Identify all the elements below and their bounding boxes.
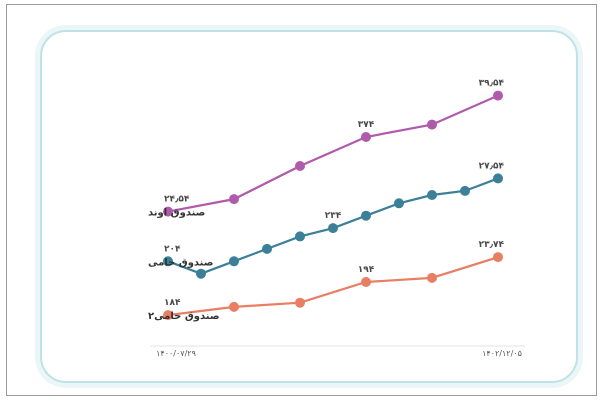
data-point xyxy=(328,223,338,234)
series-line xyxy=(167,256,499,317)
data-label: ۲۳٫۷۴ xyxy=(479,240,505,250)
series-group: ۱۸۴ ۱۹۴ ۲۳٫۷۴ صندوق حامی۲ xyxy=(148,240,504,322)
data-point xyxy=(295,231,305,242)
data-point xyxy=(361,132,371,142)
data-point xyxy=(460,185,470,196)
data-point xyxy=(196,268,206,279)
data-point xyxy=(493,173,503,184)
data-label: ۲۷٫۵۴ xyxy=(479,161,505,171)
x-tick-label-start: ۱۴۰۰/۰۷/۲۹ xyxy=(156,349,196,358)
data-point xyxy=(427,119,437,130)
data-point xyxy=(361,210,371,221)
data-point xyxy=(229,194,239,205)
data-point xyxy=(262,243,272,254)
data-label: ۱۸۴ xyxy=(164,298,181,308)
data-point xyxy=(295,161,305,171)
series-line xyxy=(167,94,499,213)
series-name-label: صندوق اوند xyxy=(148,208,205,219)
data-point xyxy=(229,256,239,267)
data-point xyxy=(361,277,371,287)
data-point xyxy=(427,190,437,200)
data-point xyxy=(493,90,503,101)
x-tick-label-end: ۱۴۰۲/۱۲/۰۵ xyxy=(482,349,522,358)
series-name-label: صندوق حامی۲ xyxy=(148,311,220,322)
series-group: ۲۴٫۵۴ ۳۷۴ ۳۹٫۵۴ صندوق اوند xyxy=(148,79,504,219)
data-label: ۲۳۴ xyxy=(325,211,342,221)
data-label: ۱۹۴ xyxy=(358,265,375,275)
data-point xyxy=(295,297,305,308)
data-label: ۲۴٫۵۴ xyxy=(164,195,190,205)
data-point xyxy=(163,256,173,267)
data-label: ۲۰۴ xyxy=(164,244,181,254)
data-label: ۳۹٫۵۴ xyxy=(479,79,505,89)
data-label: ۳۷۴ xyxy=(358,120,375,130)
data-point xyxy=(427,272,437,283)
data-point xyxy=(163,310,173,321)
data-point xyxy=(394,198,404,209)
data-point xyxy=(493,252,503,263)
data-point xyxy=(163,206,173,217)
series-name-label: صندوق حامی xyxy=(148,257,213,268)
chart-card xyxy=(40,30,578,383)
series-group: ۲۰۴ ۲۳۴ ۲۷٫۵۴ صندوق حامی xyxy=(148,161,505,279)
data-point xyxy=(229,301,239,312)
